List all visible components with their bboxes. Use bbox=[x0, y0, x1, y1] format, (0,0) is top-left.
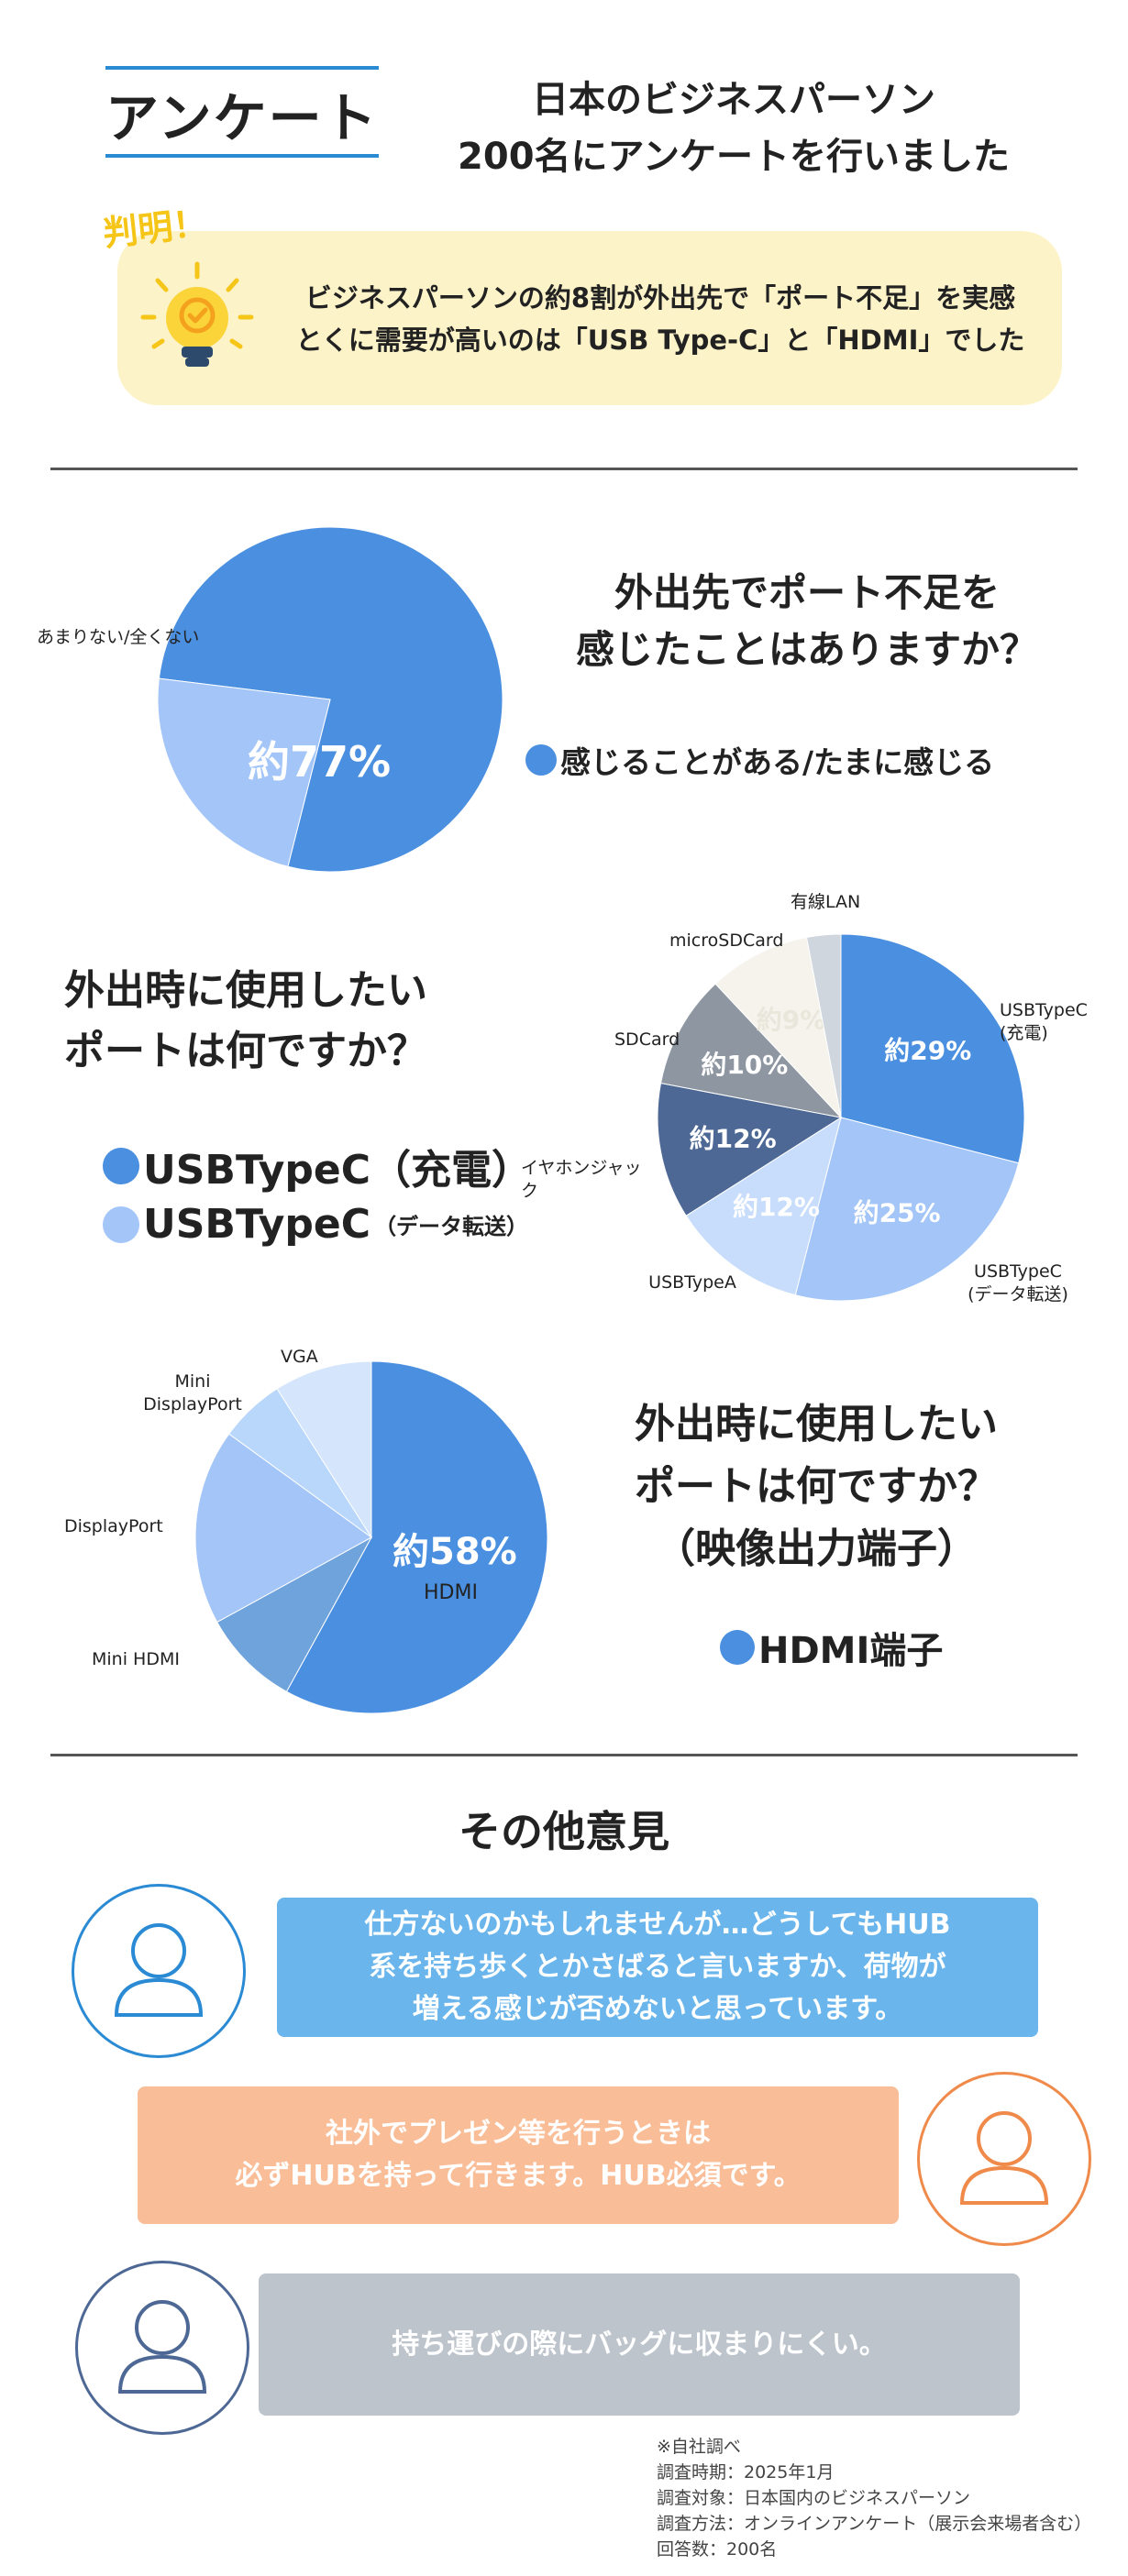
chart3-question-line-1: 外出時に使用したい bbox=[635, 1401, 998, 1448]
finding-line-2: とくに需要が高いのは「USB Type-C」と「HDMI」でした bbox=[295, 325, 1025, 356]
chart3-legend-label: HDMI端子 bbox=[758, 1630, 944, 1672]
legend-dot bbox=[525, 744, 557, 776]
pie3-slice-4 bbox=[276, 1360, 372, 1539]
pie1-percent-label: 約77% bbox=[248, 737, 392, 787]
pie-chart-usb-ports: 約29% 約25% 約12% 約12% 約10% 約9% bbox=[657, 933, 1025, 1302]
pie2-value-label-2: 約12% bbox=[733, 1192, 820, 1222]
pie2-slice-1 bbox=[794, 1117, 1020, 1302]
page-title: アンケート bbox=[105, 87, 379, 149]
finding-box bbox=[117, 231, 1062, 405]
legend-dot bbox=[103, 1148, 139, 1184]
section-divider-1 bbox=[50, 468, 1078, 470]
user-icon bbox=[959, 2111, 1049, 2205]
subtitle-line-1: 日本のビジネスパーソン bbox=[532, 79, 935, 121]
pie2-value-label-5: 約9% bbox=[757, 1005, 826, 1035]
opinion-2-line-1: 社外でプレゼン等を行うときは bbox=[325, 2118, 711, 2150]
chart2-question-line-1: 外出時に使用したい bbox=[64, 967, 427, 1014]
pie2-label-5: microSDCard bbox=[669, 930, 784, 951]
chart1-legend-item: 感じることがある/たまに感じる bbox=[525, 738, 994, 782]
avatar bbox=[75, 2261, 249, 2435]
footnote-line-2: 調査時期：2025年1月 bbox=[657, 2462, 835, 2482]
pie3-label-1: Mini HDMI bbox=[92, 1649, 180, 1669]
pie2-slice-2 bbox=[685, 1116, 842, 1296]
chart2-legend-label-1: USBTypeC（充電） bbox=[143, 1147, 533, 1194]
pie3-percent-label: 約58% bbox=[393, 1531, 517, 1573]
pie2-slice-4 bbox=[659, 983, 843, 1118]
section-divider-2 bbox=[50, 1754, 1078, 1756]
chart1-question: 外出先でポート不足を 感じたことはありますか？ bbox=[514, 565, 1100, 678]
legend-dot bbox=[720, 1630, 755, 1665]
opinion-bubble-3: 持ち運びの際にバッグに収まりにくい。 bbox=[259, 2273, 1020, 2416]
user-icon bbox=[117, 2300, 207, 2394]
chart1-question-line-1: 外出先でポート不足を bbox=[614, 570, 1000, 615]
survey-footnote: ※自社調べ 調査時期：2025年1月 調査対象：日本国内のビジネスパーソン 調査… bbox=[657, 2434, 1091, 2562]
chart2-question-line-2: ポートは何ですか？ bbox=[64, 1028, 427, 1074]
chart3-question-line-2: ポートは何ですか？ bbox=[635, 1463, 998, 1510]
pie1-slice-0 bbox=[158, 526, 503, 873]
pie2-label-0: USBTypeC (充電) bbox=[1000, 1000, 1088, 1043]
opinion-3-line-1: 持ち運びの際にバッグに収まりにくい。 bbox=[392, 2328, 887, 2361]
chart2-question: 外出時に使用したい ポートは何ですか？ bbox=[64, 961, 486, 1082]
subtitle-line-2: 200名にアンケートを行いました bbox=[458, 136, 1010, 178]
finding-text: ビジネスパーソンの約8割が外出先で「ポート不足」を実感 とくに需要が高いのは「U… bbox=[266, 277, 1055, 361]
pie2-value-label-3: 約12% bbox=[690, 1123, 777, 1153]
chart3-question: 外出時に使用したい ポートは何ですか？ （映像出力端子） bbox=[587, 1393, 1045, 1580]
title-rule-top bbox=[105, 66, 379, 70]
chart2-legend-label-2: USBTypeC bbox=[143, 1201, 371, 1248]
pie2-value-label-4: 約10% bbox=[701, 1050, 788, 1080]
opinion-1-line-1: 仕方ないのかもしれませんが…どうしてもHUB bbox=[364, 1909, 951, 1941]
pie1-label-rarely: あまりない/全くない bbox=[37, 627, 200, 647]
chart3-question-line-3: （映像出力端子） bbox=[655, 1525, 978, 1572]
chart3-legend-item: HDMI端子 bbox=[720, 1621, 943, 1674]
pie-chart-video-ports bbox=[194, 1360, 548, 1714]
page-subtitle: 日本のビジネスパーソン 200名にアンケートを行いました bbox=[404, 72, 1064, 185]
opinion-2-line-2: 必ずHUBを持って行きます。HUB必須です。 bbox=[235, 2160, 802, 2192]
pie3-label-2: DisplayPort bbox=[64, 1516, 163, 1536]
chart1-legend-label: 感じることがある/たまに感じる bbox=[560, 744, 995, 780]
pie2-slice-5 bbox=[714, 936, 842, 1119]
title-rule-bottom bbox=[105, 154, 379, 158]
chart2-legend-item-2: USBTypeC （データ転送） bbox=[103, 1201, 528, 1248]
chart2-legend-item-1: USBTypeC（充電） bbox=[103, 1137, 532, 1195]
pie2-value-label-1: 約25% bbox=[854, 1197, 941, 1227]
pie3-slice-0 bbox=[285, 1360, 548, 1714]
pie2-slice-3 bbox=[657, 1082, 843, 1216]
footnote-line-3: 調査対象：日本国内のビジネスパーソン bbox=[657, 2488, 971, 2508]
pie3-label-3: Mini DisplayPort bbox=[143, 1371, 242, 1415]
finding-line-1: ビジネスパーソンの約8割が外出先で「ポート不足」を実感 bbox=[304, 282, 1016, 314]
opinion-1-line-2: 系を持ち歩くとかさばると言いますか、荷物が bbox=[369, 1951, 946, 1983]
chart1-question-line-2: 感じたことはありますか？ bbox=[575, 627, 1038, 672]
pie2-label-4: SDCard bbox=[614, 1029, 680, 1050]
pie2-label-2: USBTypeA bbox=[648, 1272, 736, 1293]
legend-dot bbox=[103, 1205, 139, 1243]
avatar bbox=[917, 2072, 1091, 2246]
pie1-slice-1 bbox=[157, 677, 331, 867]
footnote-line-5: 回答数：200名 bbox=[657, 2539, 778, 2559]
pie-chart-port-shortage bbox=[157, 526, 503, 873]
footnote-line-4: 調査方法：オンラインアンケート（展示会来場者含む） bbox=[657, 2514, 1092, 2534]
pie2-label-1: USBTypeC (データ転送) bbox=[968, 1261, 1068, 1305]
pie2-label-6: 有線LAN bbox=[791, 892, 861, 912]
avatar bbox=[72, 1884, 246, 2058]
chart2-legend-suffix-2: （データ転送） bbox=[374, 1214, 529, 1239]
opinions-title: その他意見 bbox=[459, 1807, 669, 1856]
pie2-value-label-0: 約29% bbox=[884, 1035, 971, 1065]
lightbulb-icon bbox=[140, 261, 254, 367]
pie3-slice-1 bbox=[216, 1536, 373, 1692]
pie3-slice-2 bbox=[194, 1433, 372, 1624]
opinion-bubble-2: 社外でプレゼン等を行うときは 必ずHUBを持って行きます。HUB必須です。 bbox=[138, 2086, 899, 2224]
pie3-label-4: VGA bbox=[281, 1347, 318, 1367]
pie2-label-3: イヤホンジャック bbox=[521, 1158, 642, 1201]
footnote-line-1: ※自社調べ bbox=[657, 2437, 741, 2457]
opinion-1-line-3: 増える感じが否めないと思っています。 bbox=[412, 1993, 903, 2025]
user-icon bbox=[114, 1923, 204, 2017]
pie2-slice-0 bbox=[840, 933, 1025, 1164]
pie3-label-hdmi: HDMI bbox=[424, 1581, 478, 1604]
pie2-slice-6 bbox=[805, 933, 842, 1118]
opinion-bubble-1: 仕方ないのかもしれませんが…どうしてもHUB 系を持ち歩くとかさばると言いますか… bbox=[277, 1898, 1038, 2037]
